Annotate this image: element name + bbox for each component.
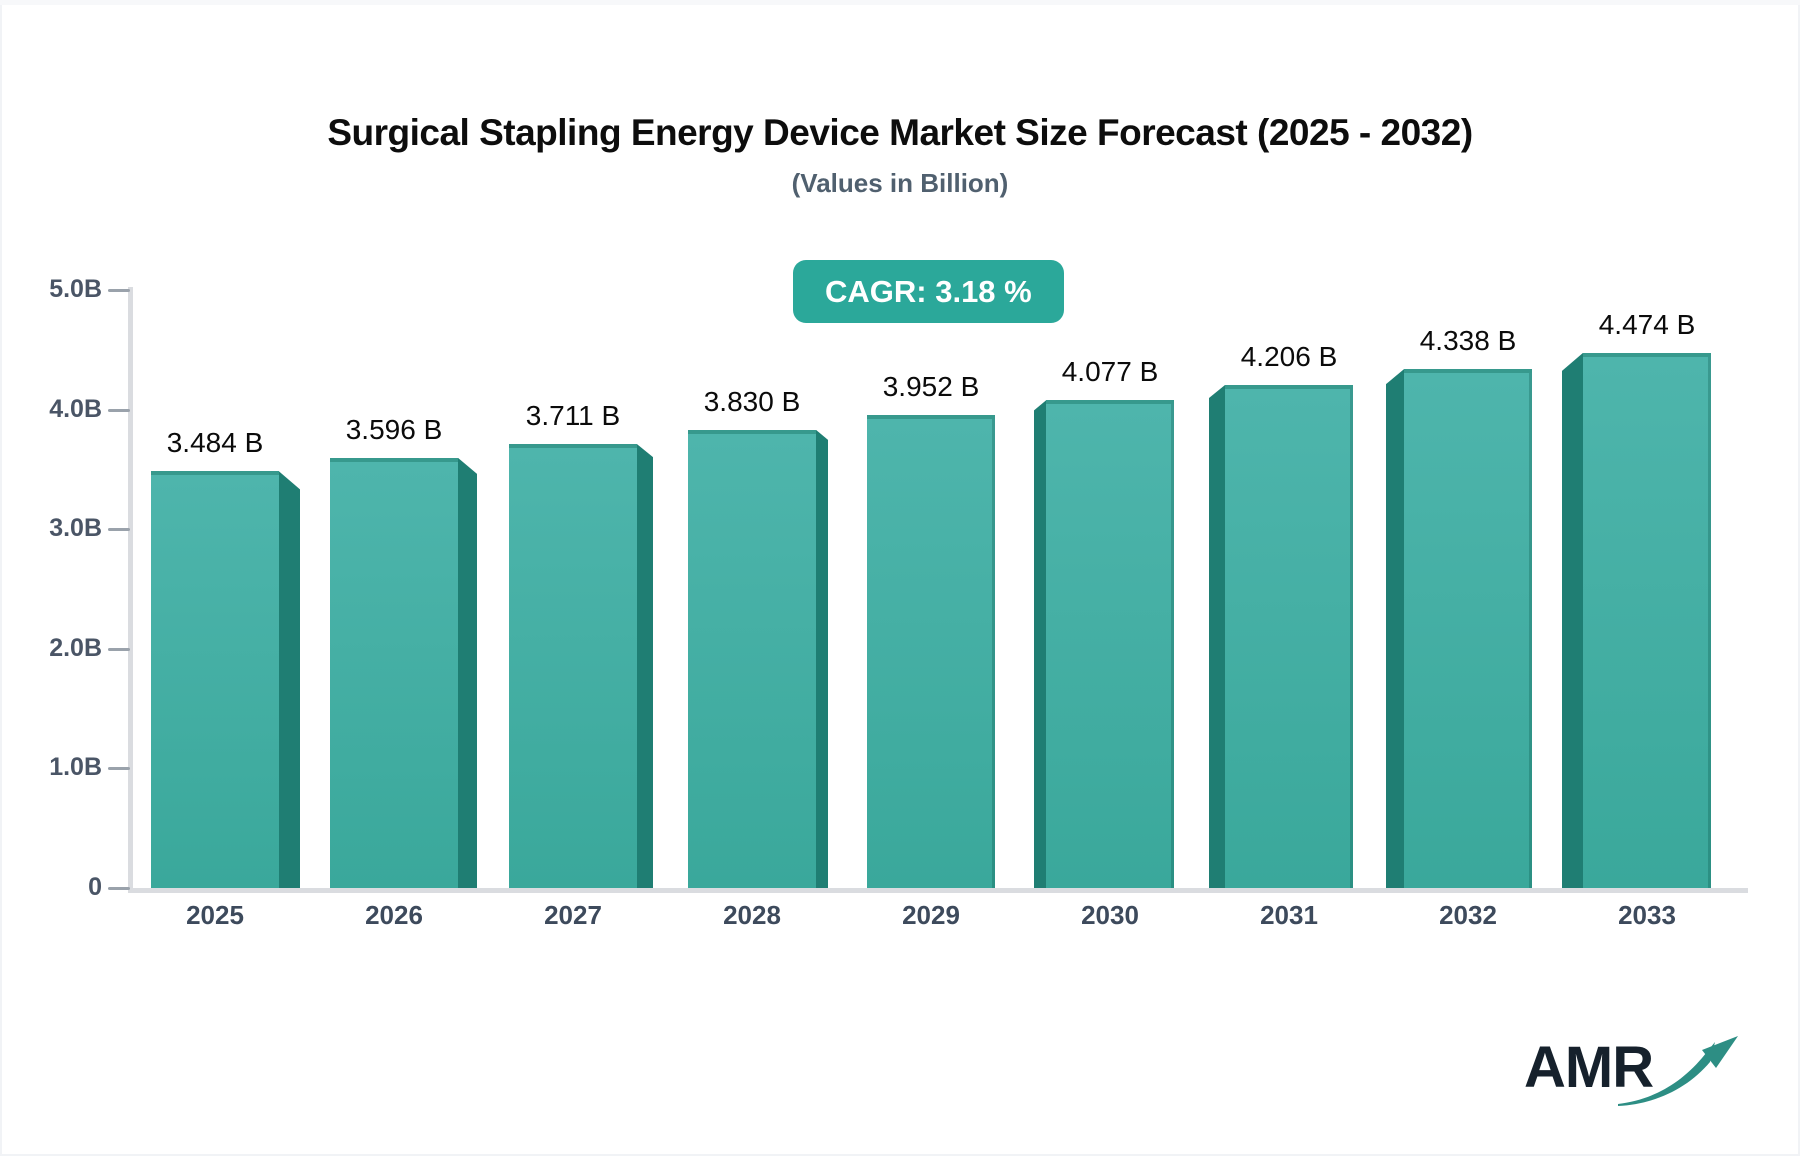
cagr-badge-label: CAGR: 3.18 % [825, 273, 1032, 309]
bar [1583, 352, 1711, 888]
y-axis-tick-mark [108, 528, 130, 532]
bar-value-label: 4.474 B [1598, 308, 1696, 340]
x-axis-baseline [128, 888, 1748, 893]
bar-right-3d-face [458, 457, 477, 888]
y-axis-tick-label: 0 [88, 873, 102, 901]
y-axis-tick-mark [108, 289, 130, 292]
bar-left-3d-face [1209, 384, 1225, 888]
y-axis-tick-mark [108, 767, 130, 771]
growth-arrow-icon [1618, 1036, 1738, 1106]
bar-value-label: 3.596 B [345, 413, 443, 445]
y-axis-line [128, 287, 133, 891]
bar-right-3d-face [637, 444, 653, 888]
bar [151, 471, 279, 888]
amr-logo-text: AMR [1524, 1035, 1654, 1100]
bar-value-label: 4.077 B [1061, 356, 1159, 388]
bar [1404, 369, 1532, 888]
x-axis-label: 2031 [1260, 900, 1318, 930]
chart-title: Surgical Stapling Energy Device Market S… [327, 112, 1473, 153]
bar-right-3d-face [816, 429, 828, 888]
x-axis-label: 2028 [723, 900, 781, 930]
bar-value-label: 3.484 B [166, 427, 264, 459]
bar-value-label: 3.711 B [525, 400, 621, 432]
bar [1046, 400, 1174, 888]
x-axis-label: 2029 [902, 900, 960, 930]
amr-logo: AMR [1524, 1028, 1744, 1118]
y-axis-tick-label: 5.0B [49, 275, 102, 303]
y-axis-tick-mark [108, 647, 130, 651]
bar-left-3d-face [1386, 369, 1404, 888]
x-axis-label: 2025 [186, 900, 244, 930]
y-axis-tick-label: 2.0B [49, 633, 102, 662]
bar [330, 457, 458, 888]
x-axis-label: 2033 [1618, 900, 1676, 930]
bar-value-label: 3.952 B [882, 371, 980, 403]
bar [688, 429, 816, 888]
bar [867, 415, 995, 888]
bar-right-3d-face [279, 471, 300, 888]
chart-subtitle: (Values in Billion) [791, 168, 1009, 198]
x-axis-label: 2032 [1439, 900, 1497, 930]
bar-value-label: 3.830 B [703, 385, 801, 417]
bar [509, 444, 637, 888]
bar-value-label: 4.338 B [1419, 325, 1517, 357]
y-axis-tick-mark [108, 887, 130, 890]
bar-left-3d-face [1562, 352, 1583, 888]
frame-top-edge [0, 0, 1800, 5]
x-axis-label: 2026 [365, 900, 423, 930]
bar [1225, 384, 1353, 888]
bar-value-label: 4.206 B [1240, 340, 1338, 372]
bar-left-3d-face [1034, 400, 1046, 888]
y-axis-tick-mark [108, 408, 130, 412]
x-axis-label: 2030 [1081, 900, 1139, 930]
y-axis-tick-label: 4.0B [49, 394, 102, 423]
x-axis-label: 2027 [544, 900, 602, 930]
y-axis-tick-label: 3.0B [49, 514, 102, 543]
cagr-badge: CAGR: 3.18 % [793, 260, 1064, 323]
y-axis-tick-label: 1.0B [49, 753, 102, 782]
